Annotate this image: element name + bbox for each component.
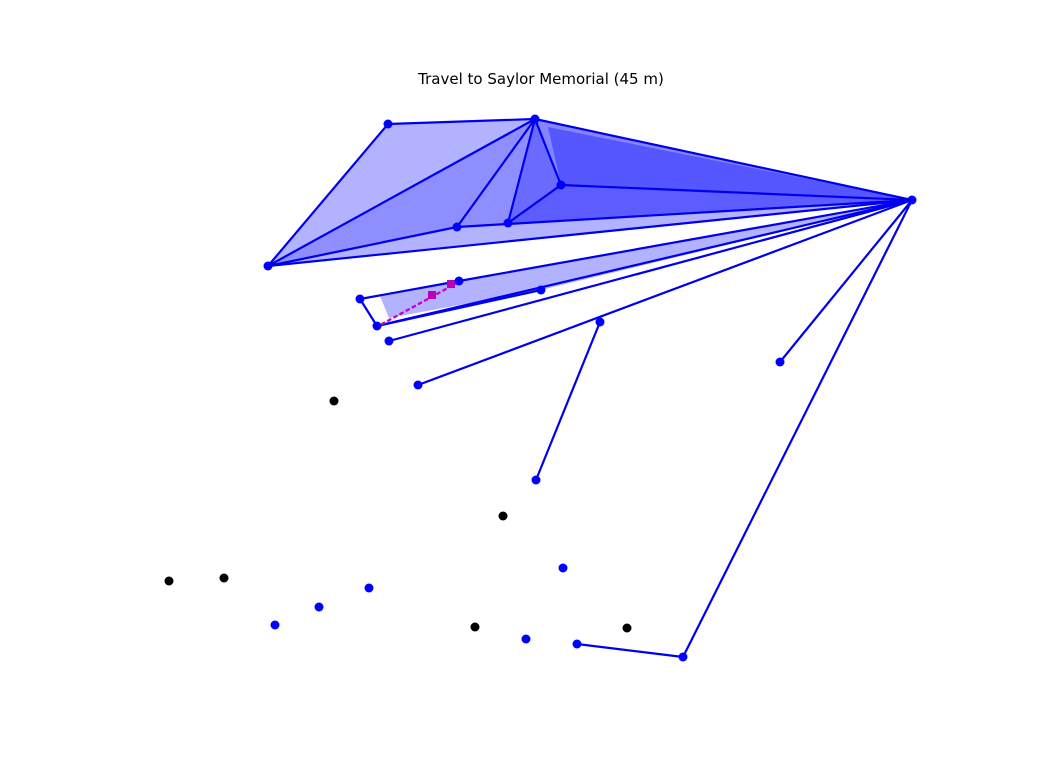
edge (266, 198, 914, 268)
edge (386, 117, 537, 126)
edge (457, 198, 914, 283)
edge (266, 122, 390, 268)
node (556, 180, 566, 190)
node (452, 222, 462, 232)
edge (375, 198, 914, 328)
inactive-nodes (164, 396, 632, 633)
edge (575, 642, 685, 659)
edge (358, 279, 461, 301)
node (383, 119, 393, 129)
route-marker (428, 291, 436, 299)
node (454, 276, 464, 286)
node (558, 563, 568, 573)
edge (534, 320, 602, 482)
node (678, 652, 688, 662)
node (329, 396, 339, 406)
edge (506, 117, 537, 225)
edge (506, 183, 563, 225)
edge (778, 198, 914, 364)
node (531, 475, 541, 485)
node (503, 218, 513, 228)
coverage-area (380, 200, 912, 318)
edge (533, 117, 914, 202)
node (536, 285, 546, 295)
node (521, 634, 531, 644)
route-marker (447, 280, 455, 288)
node (907, 195, 917, 205)
edge (681, 198, 914, 659)
node (263, 261, 273, 271)
node (413, 380, 423, 390)
coverage-area (508, 185, 912, 223)
edge (266, 117, 537, 268)
coverage-area (508, 119, 912, 223)
edge (455, 198, 914, 229)
node (372, 321, 382, 331)
node (498, 511, 508, 521)
node (384, 336, 394, 346)
network-edges (266, 117, 914, 659)
edge (416, 198, 914, 387)
node (219, 573, 229, 583)
route-line (380, 281, 459, 326)
node (355, 294, 365, 304)
edge (266, 225, 459, 268)
edge (375, 288, 543, 328)
coverage-area (268, 119, 912, 266)
edge (559, 183, 914, 202)
coverage-area (457, 119, 561, 227)
active-nodes (263, 114, 917, 662)
node (314, 602, 324, 612)
edge (387, 198, 914, 343)
node (270, 620, 280, 630)
coverage-area (548, 127, 912, 200)
node (595, 317, 605, 327)
node (775, 357, 785, 367)
edge (358, 297, 379, 328)
node (470, 622, 480, 632)
edge (455, 117, 537, 229)
diagram-title: Travel to Saylor Memorial (45 m) (417, 70, 664, 88)
edge (533, 117, 563, 187)
node (364, 583, 374, 593)
node (164, 576, 174, 586)
route-path (380, 280, 459, 326)
node (530, 114, 540, 124)
node (622, 623, 632, 633)
node (572, 639, 582, 649)
